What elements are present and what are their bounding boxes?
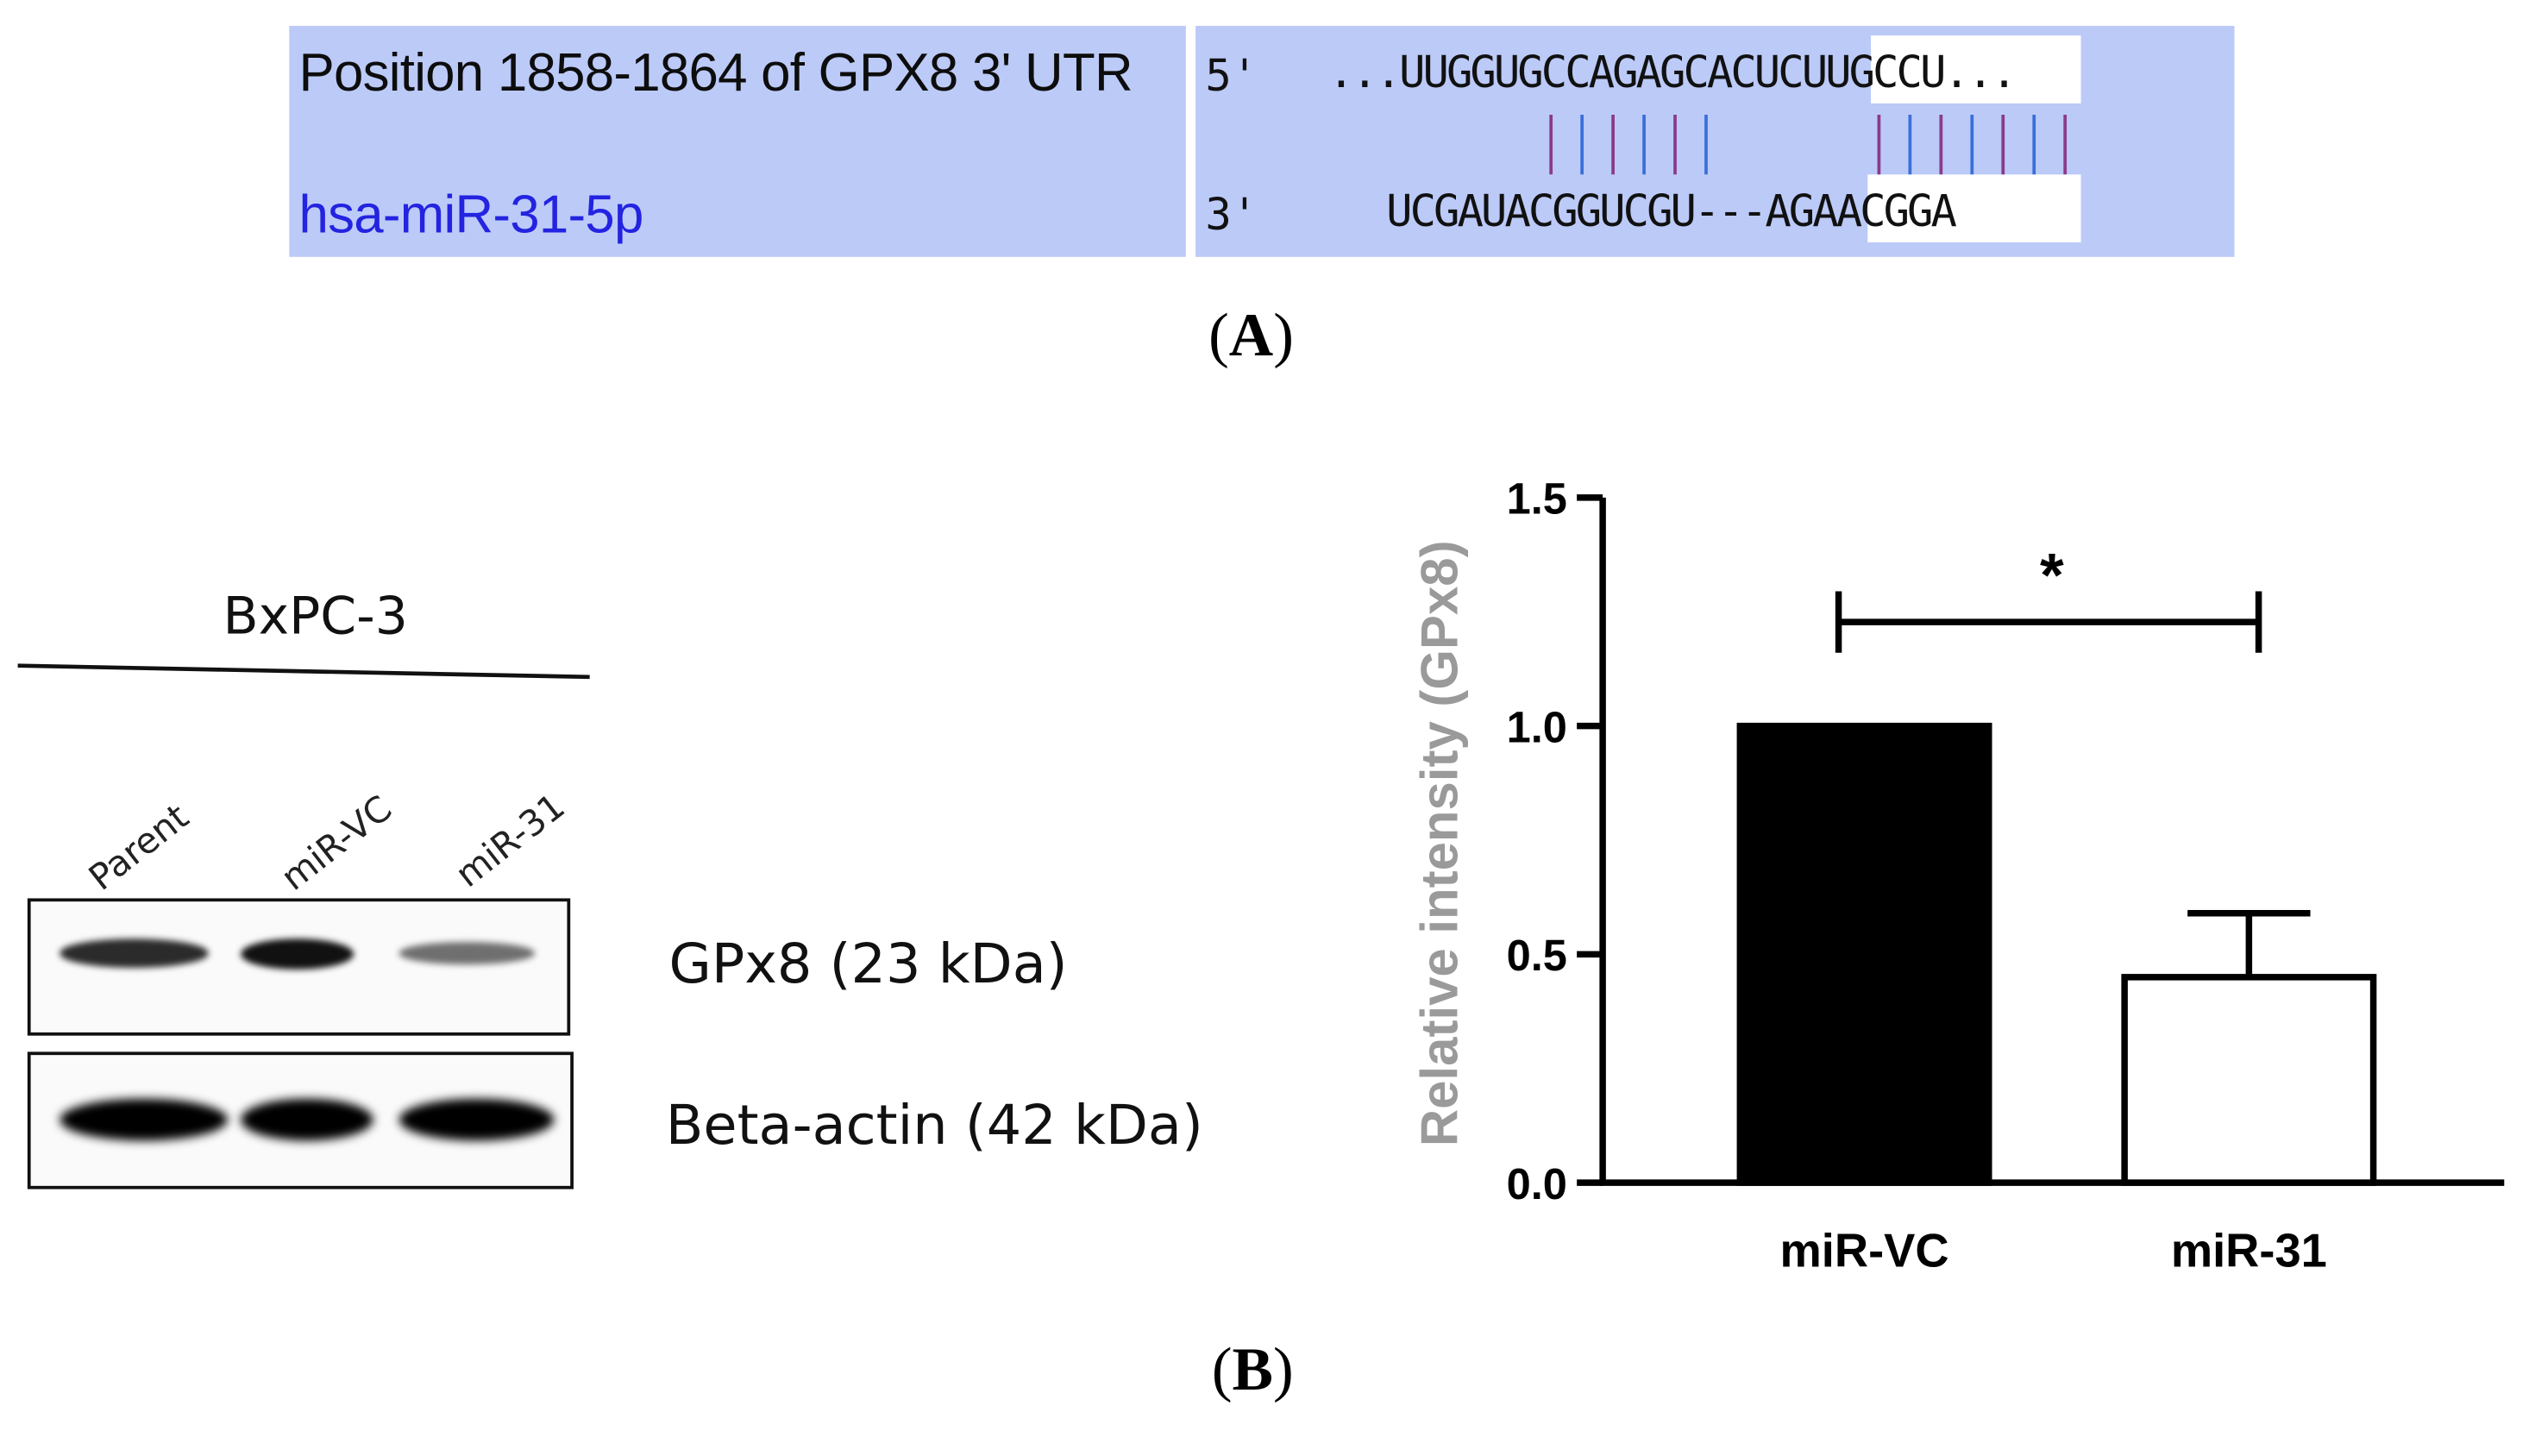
blot-band [398,1098,555,1141]
panel-label-a: (A) [1208,302,1294,370]
blot-band [60,938,209,968]
utr-5prime-label: 5' [1205,51,1258,103]
y-tick-label: 0.5 [1507,931,1567,980]
cell-line-underline [17,663,590,680]
mirna-name-label: hsa-miR-31-5p [298,184,644,244]
utr-sequence: ...UUGGUGCCAGAGCACUCUUGCCU... [1327,48,2017,99]
blot-band [241,938,355,969]
bar-mir-31 [2121,974,2377,1186]
y-tick-label: 1.5 [1507,474,1567,524]
lane-label-mir-31: miR-31 [449,787,574,897]
bar-chart: 0.0 0.5 1.0 1.5 Relative intensity (GPx8) miR… [1411,474,2505,1277]
mirna-sequence: UCGAUACGGUCGU---AGAACGGA [1386,187,1957,238]
band-label-beta-actin: Beta-actin (42 kDa) [665,1094,1203,1159]
lane-label-parent: Parent [82,797,198,900]
blot-band [60,1098,229,1141]
blot-band [398,942,535,964]
x-tick-label: miR-31 [2171,1225,2327,1277]
y-tick-label: 0.0 [1507,1159,1567,1208]
base-pairing-lines [1549,114,2068,175]
y-tick-label: 1.0 [1507,702,1567,751]
seed-highlight-utr [1871,35,2081,104]
significance-marker: * [2040,542,2064,610]
panel-label-b: (B) [1211,1336,1294,1404]
band-label-gpx8: GPx8 (23 kDa) [668,932,1068,997]
blot-band [241,1098,373,1141]
target-position-label: Position 1858-1864 of GPX8 3' UTR [298,41,1133,103]
y-axis-label: Relative intensity (GPx8) [1411,540,1469,1146]
x-tick-label: miR-VC [1780,1225,1949,1277]
blot-gpx8 [27,898,571,1036]
blot-beta-actin [27,1051,574,1189]
lane-label-mir-vc: miR-VC [274,788,400,900]
mirna-3prime-label: 3' [1205,191,1258,242]
bar-mir-vc [1736,722,1992,1186]
cell-line-label: BxPC-3 [223,585,408,647]
seed-highlight-mirna [1867,174,2081,242]
alignment-label-panel [289,25,1186,257]
